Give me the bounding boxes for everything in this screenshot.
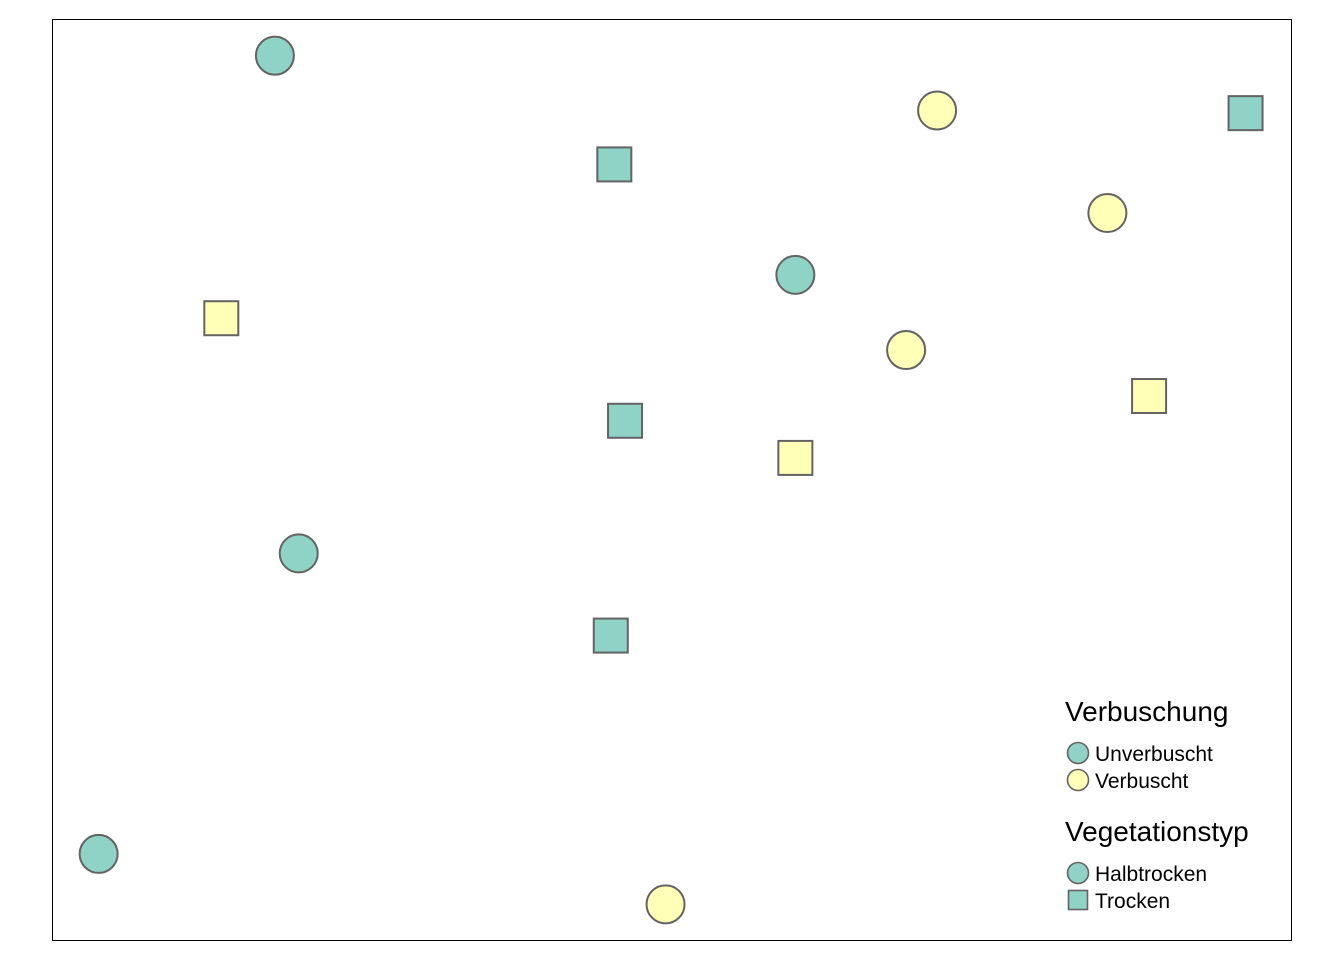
- data-point-2: [1227, 95, 1264, 132]
- data-point-14: [645, 884, 686, 925]
- data-point-0: [254, 35, 295, 76]
- data-point-9: [607, 402, 644, 439]
- legend-key-0-1: [1066, 768, 1090, 792]
- legend-label-1-1: Trocken: [1095, 890, 1170, 913]
- legend-title-1: Vegetationstyp: [1065, 816, 1249, 847]
- data-point-3: [596, 146, 633, 183]
- data-point-12: [592, 617, 629, 654]
- data-point-1: [917, 90, 958, 131]
- legend-label-0-0: Unverbuscht: [1095, 743, 1213, 766]
- data-point-5: [775, 254, 816, 295]
- points-layer: [78, 35, 1264, 925]
- data-point-4: [1087, 193, 1128, 234]
- data-point-11: [278, 533, 319, 574]
- legend-key-1-0: [1066, 861, 1090, 885]
- data-point-6: [203, 300, 240, 337]
- data-point-7: [886, 330, 927, 371]
- legend-title-0: Verbuschung: [1065, 696, 1228, 727]
- legend: Verbuschung Unverbuscht Verbuscht Vegetatio…: [1065, 696, 1249, 913]
- data-point-10: [777, 439, 814, 476]
- data-point-8: [1131, 378, 1168, 415]
- legend-label-0-1: Verbuscht: [1095, 770, 1189, 793]
- legend-key-1-1: [1067, 889, 1089, 911]
- legend-label-1-0: Halbtrocken: [1095, 863, 1207, 886]
- data-point-13: [78, 833, 119, 874]
- legend-key-0-0: [1066, 741, 1090, 765]
- plot-background: [52, 19, 1292, 941]
